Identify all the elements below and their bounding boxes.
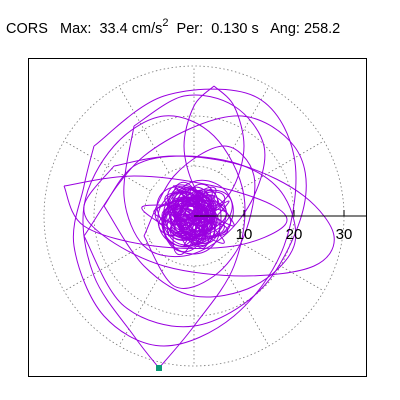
- tick-label-20: 20: [286, 226, 303, 243]
- orbit-core-loop-36: [179, 189, 233, 236]
- grid-spoke-30: [237, 140, 325, 192]
- orbit-trace-9: [143, 145, 256, 289]
- orbit-trace-6: [82, 115, 246, 369]
- orbit-core-loop-37: [195, 199, 216, 230]
- max-value: 33.4: [99, 21, 128, 37]
- tick-labels: 10 20 30: [236, 226, 353, 243]
- orbit-traces: [63, 85, 335, 369]
- max-unit: cm/s: [131, 21, 163, 37]
- angle-label: Ang:: [270, 21, 300, 37]
- grid-spoke-300: [218, 259, 270, 347]
- orbit-trace-7: [123, 94, 266, 258]
- orbit-trace-4: [83, 155, 335, 277]
- station-code: CORS: [6, 21, 48, 37]
- peak-marker-group: [156, 365, 162, 371]
- orbit-core-loop-52: [163, 198, 221, 255]
- max-label: Max:: [60, 21, 92, 37]
- period-value: 0.130 s: [211, 21, 259, 37]
- grid-spoke-120: [118, 85, 170, 173]
- plot-frame: [28, 58, 367, 377]
- period-label: Per:: [176, 21, 204, 37]
- max-unit-exponent: 2: [162, 17, 169, 29]
- grid-spoke-330: [237, 240, 325, 292]
- orbit-trace-8: [103, 155, 297, 298]
- orbit-trace-3: [83, 115, 307, 328]
- tick-label-10: 10: [236, 226, 253, 243]
- orbit-core-loop-40: [156, 186, 215, 238]
- horizontal-axis: [194, 210, 367, 217]
- plot-header: CORS Max: 33.4 cm/s2 Per: 0.130 s Ang: 2…: [6, 18, 340, 37]
- orbit-core-loop-51: [182, 191, 226, 219]
- grid-spoke-60: [218, 85, 270, 173]
- grid-spoke-150: [63, 140, 151, 192]
- orbit-trace-5: [63, 175, 288, 249]
- peak-marker: [156, 365, 162, 371]
- orbit-core-loop-59: [182, 196, 200, 215]
- grid-spoke-210: [63, 240, 151, 292]
- grid-spoke-240: [118, 259, 170, 347]
- orbit-core-loop-60: [175, 198, 232, 237]
- angle-value: 258.2: [303, 21, 341, 37]
- tick-label-30: 30: [336, 226, 353, 243]
